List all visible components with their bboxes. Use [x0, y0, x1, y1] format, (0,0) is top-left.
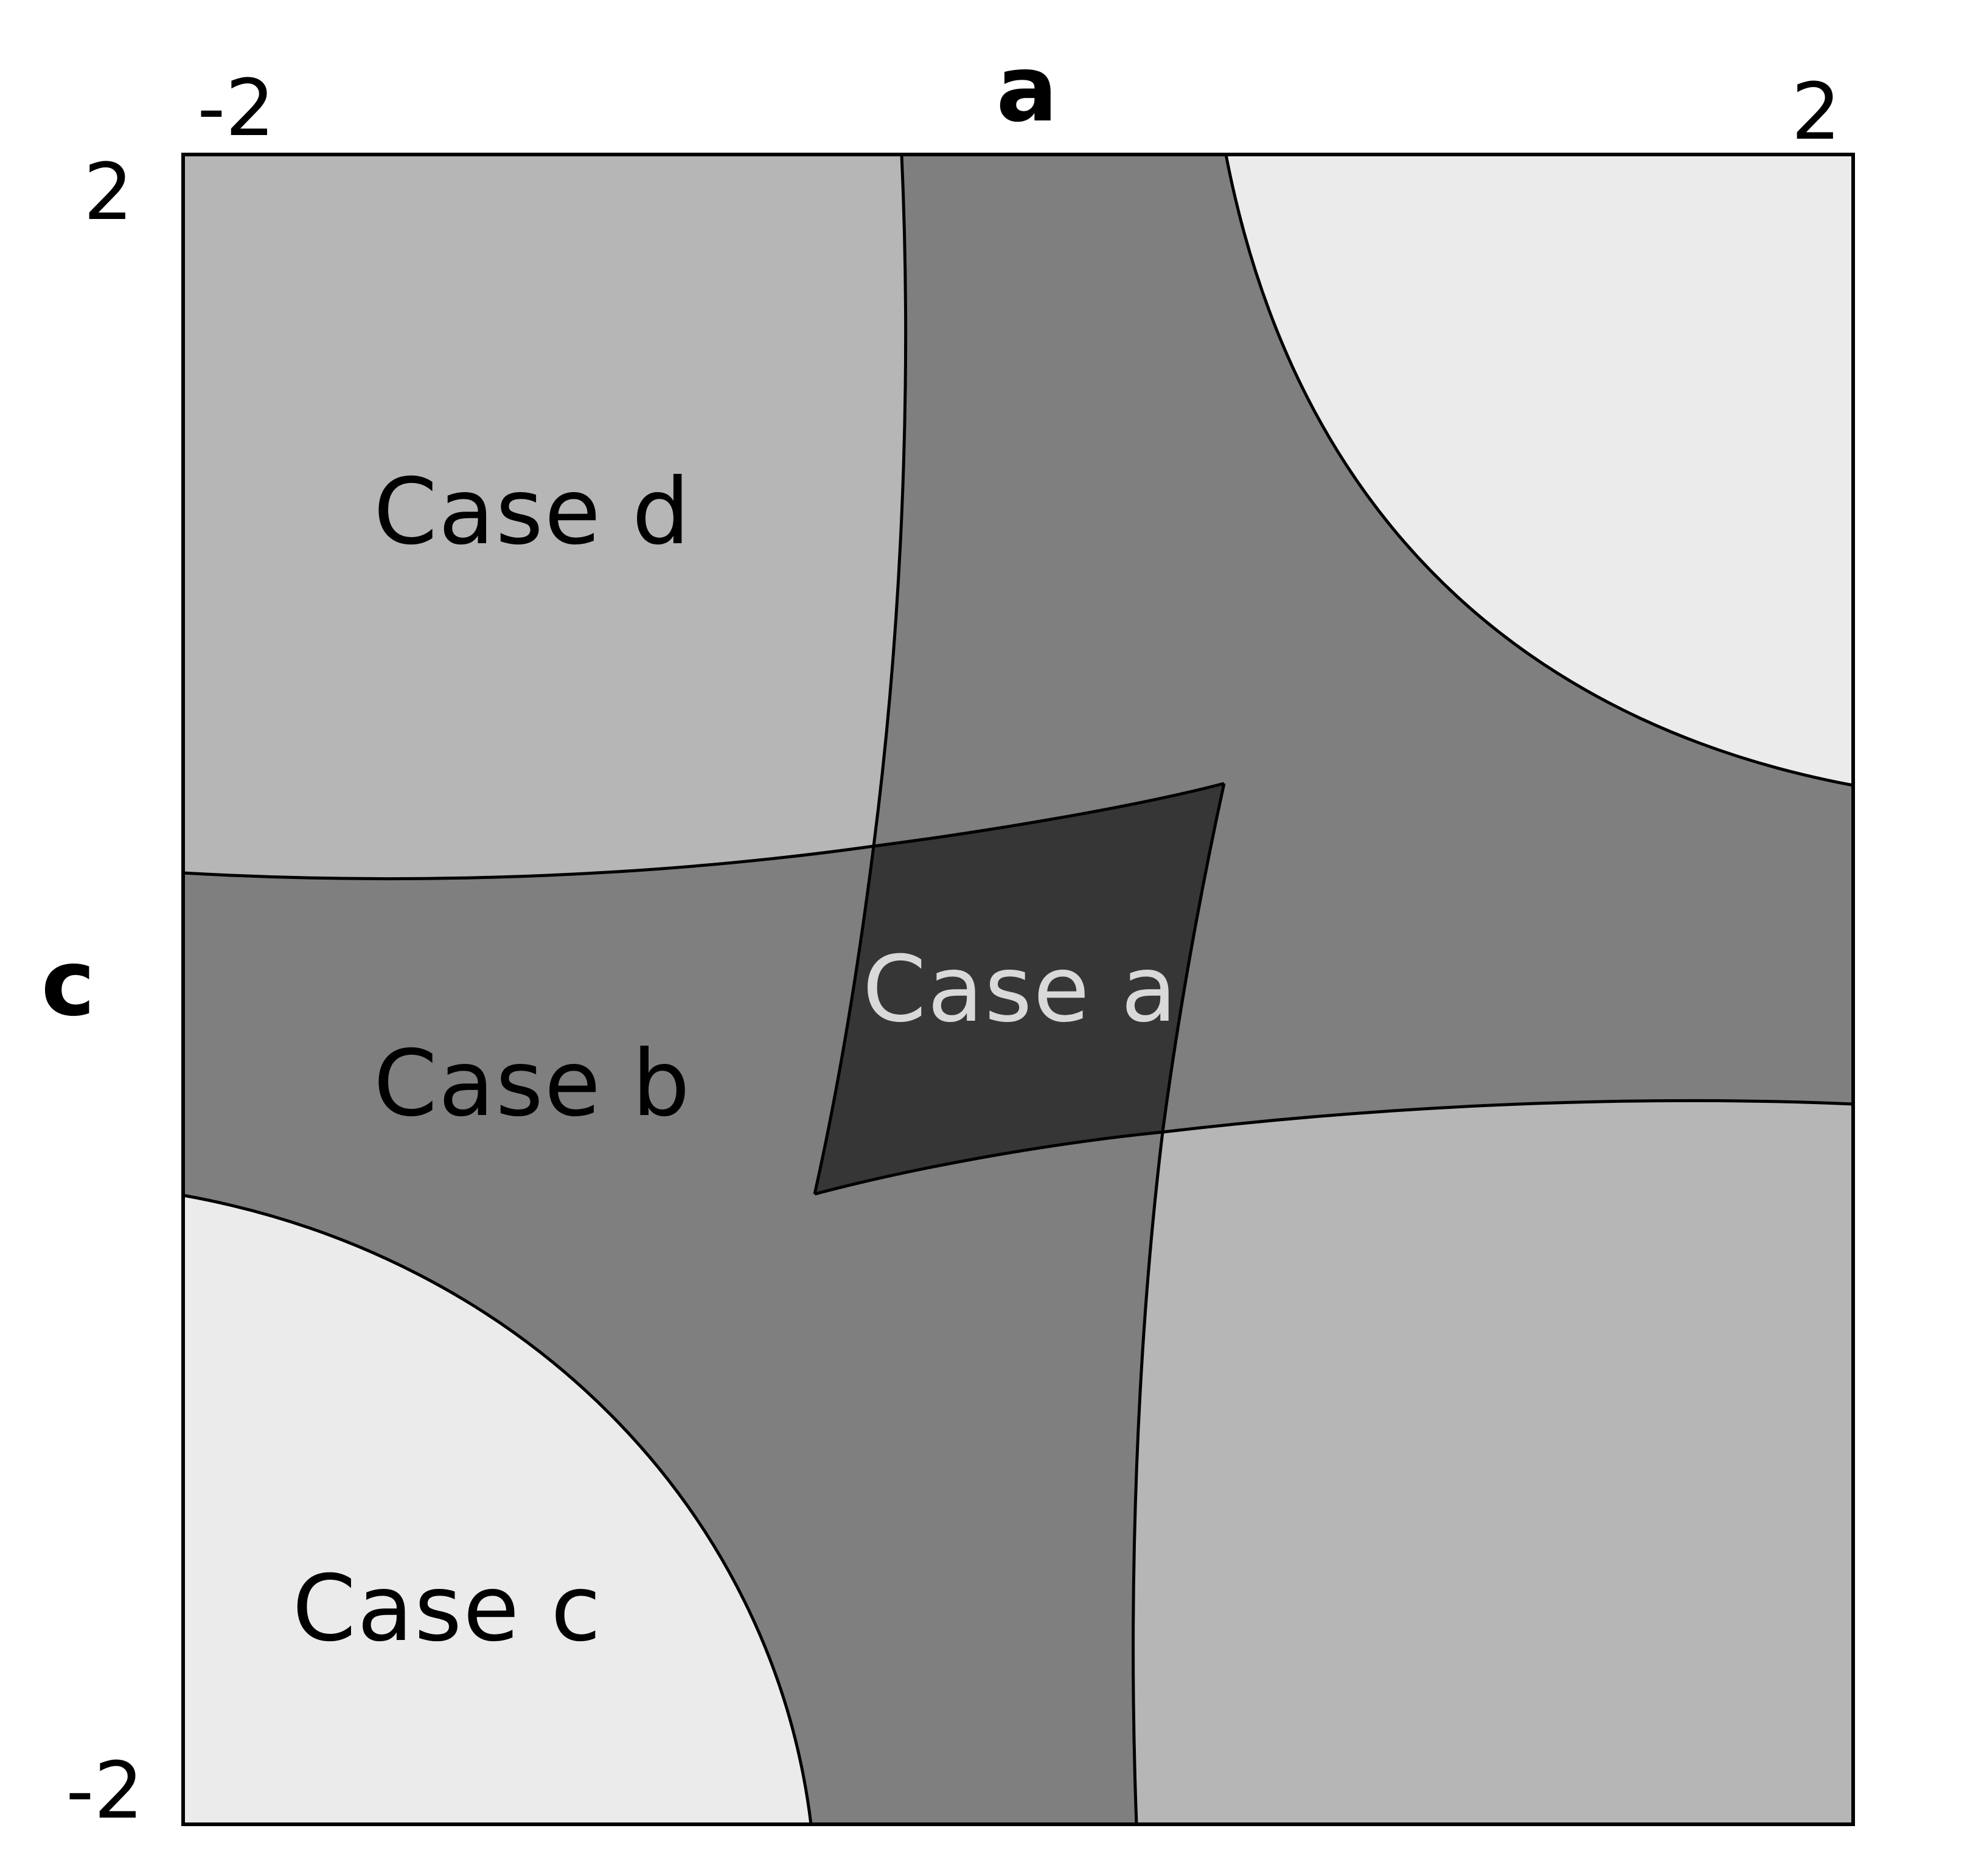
c-axis-min-label: -2	[66, 1746, 144, 1836]
c-axis-max-label: 2	[83, 147, 133, 238]
case-d-label: Case d	[374, 459, 691, 565]
region-case-c-top-right-fill	[1226, 155, 1853, 785]
a-axis-max-label: 2	[1791, 67, 1840, 158]
boundary-curve-upper-vertical	[813, 154, 908, 1195]
region-case-d-fill	[183, 155, 906, 879]
case-b-label: Case b	[374, 1031, 691, 1137]
c-axis-name: c	[41, 931, 96, 1037]
region-case-d-bottom-right-fill	[1133, 1100, 1853, 1824]
boundary-curve-bottom-left	[183, 1193, 813, 1825]
case-a-label: Case a	[863, 937, 1178, 1043]
region-case-c-fill	[183, 1195, 811, 1824]
boundary-curve-lower-vertical	[1132, 783, 1226, 1825]
region-case-a-fill	[815, 783, 1224, 1194]
a-axis-min-label: -2	[197, 63, 275, 154]
plot-frame	[181, 153, 1855, 1826]
case-c-label: Case c	[292, 1556, 602, 1662]
boundary-curve-left-horizontal	[183, 782, 1225, 881]
a-axis-name: a	[996, 36, 1057, 142]
boundary-curve-top-right	[1224, 154, 1854, 787]
boundary-curve-right-horizontal	[814, 1099, 1854, 1196]
